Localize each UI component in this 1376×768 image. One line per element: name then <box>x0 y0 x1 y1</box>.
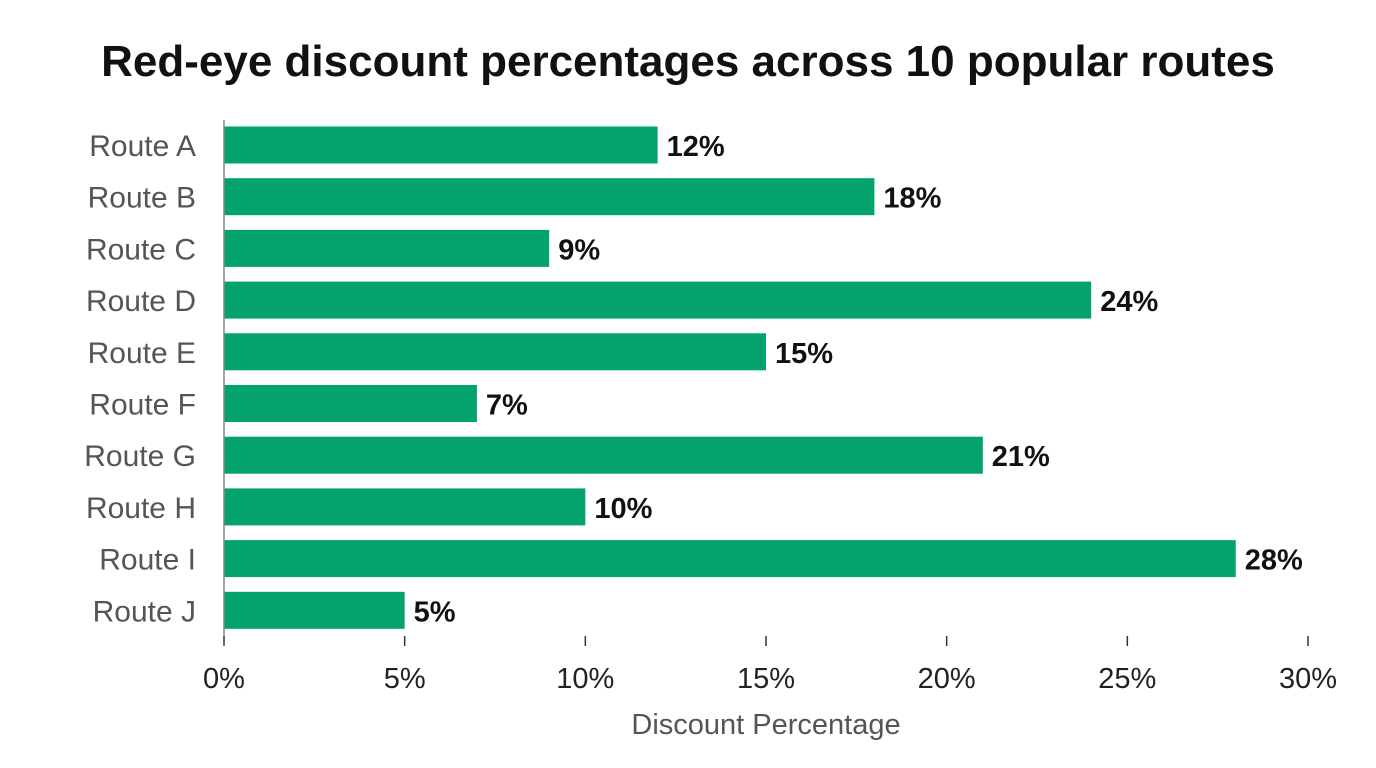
value-label-route-f: 7% <box>486 390 528 422</box>
value-label-route-a: 12% <box>667 131 725 163</box>
value-label-route-g: 21% <box>992 441 1050 473</box>
value-label-route-h: 10% <box>594 493 652 525</box>
x-tick-label: 10% <box>556 663 614 695</box>
bar-route-g <box>224 436 983 474</box>
category-label-route-a: Route A <box>89 130 196 163</box>
value-label-route-i: 28% <box>1245 545 1303 577</box>
x-axis-title: Discount Percentage <box>631 709 900 741</box>
category-label-route-c: Route C <box>86 233 196 266</box>
bar-route-b <box>224 178 875 216</box>
x-tick-label: 15% <box>737 663 795 695</box>
category-labels: Route A Route B Route C Route D Route E Route… <box>84 130 196 628</box>
x-tick-label: 25% <box>1098 663 1156 695</box>
bar-route-e <box>224 333 766 371</box>
bar-route-d <box>224 281 1092 319</box>
chart-title: Red-eye discount percentages across 10 p… <box>101 37 1275 86</box>
value-label-route-c: 9% <box>558 234 600 266</box>
value-labels: 12% 18% 9% 24% 15% 7% 21% 10% 28% 5% <box>414 131 1303 628</box>
category-label-route-d: Route D <box>86 285 196 318</box>
bar-route-i <box>224 540 1236 578</box>
category-label-route-b: Route B <box>88 182 196 215</box>
category-label-route-j: Route J <box>93 595 196 628</box>
bar-route-a <box>224 126 658 164</box>
category-label-route-f: Route F <box>89 389 196 422</box>
value-label-route-e: 15% <box>775 338 833 370</box>
x-tick-label: 0% <box>203 663 245 695</box>
category-label-route-h: Route H <box>86 492 196 525</box>
value-label-route-d: 24% <box>1100 286 1158 318</box>
category-label-route-g: Route G <box>84 440 196 473</box>
x-axis-ticks: 0% 5% 10% 15% 20% 25% 30% <box>203 636 1337 695</box>
value-label-route-b: 18% <box>883 183 941 215</box>
bar-route-c <box>224 229 550 267</box>
value-label-route-j: 5% <box>414 596 456 628</box>
x-tick-label: 5% <box>384 663 426 695</box>
category-label-route-e: Route E <box>88 337 196 370</box>
x-tick-label: 30% <box>1279 663 1337 695</box>
x-tick-label: 20% <box>918 663 976 695</box>
bar-route-j <box>224 591 405 629</box>
category-label-route-i: Route I <box>99 544 196 577</box>
bars-layer <box>224 126 1236 629</box>
bar-route-f <box>224 385 477 422</box>
bar-route-h <box>224 488 586 526</box>
